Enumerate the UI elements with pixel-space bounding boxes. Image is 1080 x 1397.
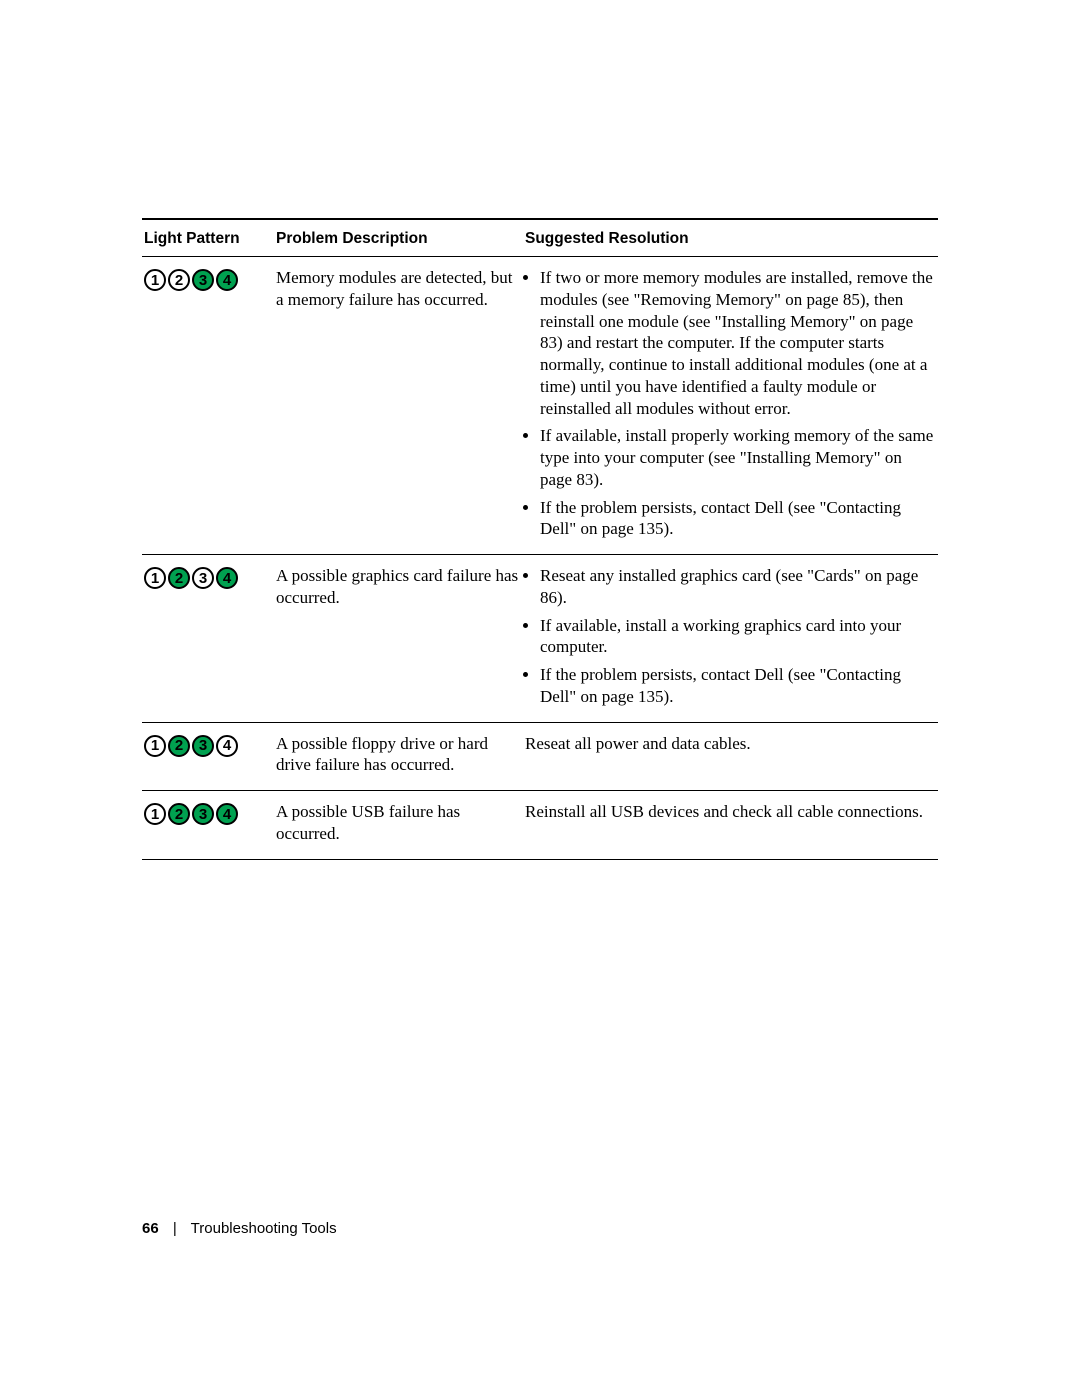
suggested-resolution-cell: Reseat any installed graphics card (see … — [523, 555, 938, 723]
diagnostic-light-4-icon: 4 — [216, 567, 238, 589]
resolution-list-item: If the problem persists, contact Dell (s… — [540, 664, 936, 708]
diagnostic-lights-table: Light Pattern Problem Description Sugges… — [142, 218, 938, 860]
diagnostic-light-2-icon: 2 — [168, 567, 190, 589]
diagnostic-light-3-icon: 3 — [192, 735, 214, 757]
resolution-list: Reseat any installed graphics card (see … — [525, 565, 936, 708]
diagnostic-light-2-icon: 2 — [168, 735, 190, 757]
diagnostic-light-3-icon: 3 — [192, 567, 214, 589]
resolution-text: Reseat all power and data cables. — [525, 734, 751, 753]
diagnostic-light-4-icon: 4 — [216, 269, 238, 291]
resolution-text: Reinstall all USB devices and check all … — [525, 802, 923, 821]
diagnostic-light-2-icon: 2 — [168, 269, 190, 291]
footer-separator: | — [173, 1220, 177, 1237]
light-pattern-cell: 1234 — [142, 257, 274, 555]
diagnostic-light-2-icon: 2 — [168, 803, 190, 825]
diagnostic-light-4-icon: 4 — [216, 735, 238, 757]
light-pattern-icon: 1234 — [144, 733, 272, 757]
resolution-list-item: Reseat any installed graphics card (see … — [540, 565, 936, 609]
problem-description-cell: A possible graphics card failure has occ… — [274, 555, 523, 723]
suggested-resolution-cell: If two or more memory modules are instal… — [523, 257, 938, 555]
light-pattern-icon: 1234 — [144, 565, 272, 589]
page-number: 66 — [142, 1220, 159, 1237]
light-pattern-cell: 1234 — [142, 791, 274, 860]
resolution-list: If two or more memory modules are instal… — [525, 267, 936, 540]
light-pattern-cell: 1234 — [142, 555, 274, 723]
resolution-list-item: If two or more memory modules are instal… — [540, 267, 936, 419]
table-header-row: Light Pattern Problem Description Sugges… — [142, 219, 938, 257]
problem-description-cell: A possible floppy drive or hard drive fa… — [274, 722, 523, 791]
document-page: Light Pattern Problem Description Sugges… — [0, 0, 1080, 1397]
diagnostic-light-3-icon: 3 — [192, 803, 214, 825]
table-body: 1234Memory modules are detected, but a m… — [142, 257, 938, 860]
resolution-list-item: If the problem persists, contact Dell (s… — [540, 497, 936, 541]
table-row: 1234A possible graphics card failure has… — [142, 555, 938, 723]
suggested-resolution-cell: Reinstall all USB devices and check all … — [523, 791, 938, 860]
diagnostic-light-3-icon: 3 — [192, 269, 214, 291]
diagnostic-light-1-icon: 1 — [144, 567, 166, 589]
diagnostic-light-1-icon: 1 — [144, 735, 166, 757]
light-pattern-cell: 1234 — [142, 722, 274, 791]
table-row: 1234A possible USB failure has occurred.… — [142, 791, 938, 860]
footer-section-title: Troubleshooting Tools — [191, 1220, 337, 1237]
table-row: 1234A possible floppy drive or hard driv… — [142, 722, 938, 791]
resolution-list-item: If available, install a working graphics… — [540, 615, 936, 659]
header-problem-description: Problem Description — [274, 219, 523, 257]
problem-description-cell: A possible USB failure has occurred. — [274, 791, 523, 860]
problem-description-cell: Memory modules are detected, but a memor… — [274, 257, 523, 555]
light-pattern-icon: 1234 — [144, 267, 272, 291]
diagnostic-light-1-icon: 1 — [144, 269, 166, 291]
resolution-list-item: If available, install properly working m… — [540, 425, 936, 490]
header-light-pattern: Light Pattern — [142, 219, 274, 257]
suggested-resolution-cell: Reseat all power and data cables. — [523, 722, 938, 791]
diagnostic-light-1-icon: 1 — [144, 803, 166, 825]
table-row: 1234Memory modules are detected, but a m… — [142, 257, 938, 555]
diagnostic-light-4-icon: 4 — [216, 803, 238, 825]
page-footer: 66 | Troubleshooting Tools — [142, 1220, 337, 1237]
header-suggested-resolution: Suggested Resolution — [523, 219, 938, 257]
light-pattern-icon: 1234 — [144, 801, 272, 825]
